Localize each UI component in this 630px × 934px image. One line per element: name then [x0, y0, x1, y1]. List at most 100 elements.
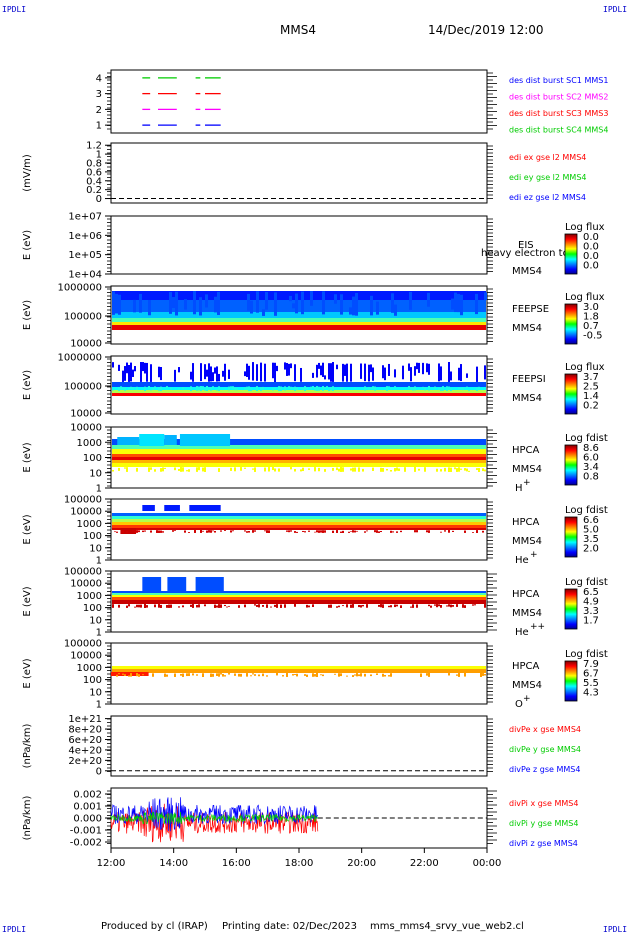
spectrogram-pixel: [414, 366, 416, 376]
spectrogram-pixel: [284, 386, 286, 391]
spectrogram-pixel: [414, 530, 416, 533]
spectrogram-pixel: [244, 371, 246, 377]
spectrogram-pixel: [474, 604, 476, 606]
spectrogram-pixel: [130, 362, 132, 382]
spectrogram-pixel: [202, 386, 204, 390]
y-tick-label: 100000: [64, 495, 102, 506]
spectrogram-pixel: [444, 530, 446, 532]
spectrogram-pixel: [436, 468, 438, 472]
spectrogram-pixel: [424, 387, 426, 391]
spacecraft-label: MMS4: [512, 680, 542, 691]
spectrogram-pixel: [380, 604, 382, 608]
colorbar-tick-label: 3.3: [583, 606, 599, 617]
y-tick-label: 100000: [64, 312, 102, 323]
spectrogram-pixel: [292, 387, 294, 389]
spectrogram-pixel: [322, 530, 324, 533]
spectrogram-pixel: [310, 386, 312, 390]
colorbar-tick-label: 2.5: [583, 382, 599, 393]
spectrogram-pixel: [240, 467, 242, 471]
spectrogram-pixel: [391, 293, 394, 313]
side-ticks: [107, 288, 493, 342]
spectrogram-pixel: [193, 291, 196, 315]
colorbar-title: Log flux: [565, 292, 605, 303]
spectrogram-pixel: [484, 604, 486, 608]
y-tick-label: 1000: [77, 663, 102, 674]
spectrogram-pixel: [264, 363, 266, 382]
spectrogram-pixel: [312, 673, 314, 677]
colorbar-title: Log fdist: [565, 433, 608, 444]
instrument-label: HPCA: [512, 589, 540, 600]
spectrogram-pixel: [332, 530, 334, 533]
spectrogram-pixel: [115, 293, 118, 314]
spectrogram-pixel: [390, 673, 392, 677]
spectrogram-pixel: [468, 470, 470, 472]
spectrogram-pixel: [262, 386, 264, 390]
spectrogram-pixel: [192, 363, 194, 382]
spectrogram-pixel: [349, 307, 352, 315]
spectrogram-pixel: [384, 367, 386, 381]
spectrogram-pixel: [370, 295, 373, 316]
spectrogram-pixel: [274, 604, 276, 607]
spectrogram-pixel: [158, 604, 160, 608]
spectrogram-pixel: [208, 363, 210, 382]
spectrogram-pixel: [250, 675, 252, 677]
spectrogram-pixel: [466, 373, 468, 378]
spectrogram-pixel: [238, 673, 240, 677]
spectrogram-pixel: [448, 673, 450, 676]
spectrogram-pixel: [440, 604, 442, 608]
instrument-label: FEEPSI: [512, 374, 546, 385]
spectrogram-pixel: [220, 604, 222, 608]
spectrogram-pixel: [354, 387, 356, 389]
spectrogram-pixel: [342, 530, 344, 533]
spectrogram-pixel: [256, 604, 258, 607]
spectrogram-pixel: [460, 388, 462, 390]
spectrogram-pixel: [296, 531, 298, 533]
spectrogram-pixel: [362, 468, 364, 472]
spectrogram-pixel: [346, 363, 348, 382]
spectrogram-pixel: [124, 674, 126, 677]
y-tick-label: 100: [83, 531, 102, 542]
spacecraft-label: MMS4: [512, 266, 542, 277]
spectrogram-pixel: [250, 300, 253, 314]
colorbar-tick-label: 5.0: [583, 525, 599, 536]
spectrogram-pixel: [246, 386, 248, 391]
spectrogram-pixel: [196, 386, 198, 391]
spectrogram-pixel: [290, 386, 292, 390]
spectrogram-pixel: [128, 675, 130, 677]
spectrogram-pixel: [388, 363, 390, 376]
y-tick-label: 100000: [64, 567, 102, 578]
spectrogram-pixel: [328, 363, 330, 380]
spectrogram-pixel: [200, 386, 202, 391]
spectrogram-pixel: [462, 387, 464, 391]
colorbar: [564, 373, 578, 415]
spectrogram-pixel: [342, 387, 344, 389]
colorbar-tick-label: 0.8: [583, 472, 599, 483]
spectrogram-pixel: [324, 469, 326, 472]
legend-entry: edi ex gse l2 MMS4: [509, 153, 586, 162]
spectrogram-pixel: [224, 363, 226, 381]
spacecraft-label: MMS4: [512, 608, 542, 619]
y-tick-label: 6e+20: [68, 735, 102, 746]
spectrogram-pixel: [144, 530, 146, 532]
spectrogram-pixel: [190, 604, 192, 607]
spectrogram-pixel: [274, 362, 276, 382]
spectrogram-pixel: [170, 604, 172, 608]
panel-frame: [110, 642, 488, 705]
spectrogram-band: [112, 322, 486, 325]
colorbar-tick-label: 5.5: [583, 678, 599, 689]
spectrogram-pixel: [408, 363, 410, 371]
spectrogram-pixel: [292, 303, 295, 309]
spectrogram-pixel: [332, 386, 334, 391]
spectrogram-pixel: [224, 675, 226, 677]
spectrogram-pixel: [438, 387, 440, 391]
y-tick-label: 1000: [77, 591, 102, 602]
colorbar-tick-label: -0.5: [583, 331, 603, 342]
spectrogram-pixel: [400, 605, 402, 608]
spacecraft-label: MMS4: [512, 393, 542, 404]
spectrogram-pixel: [272, 362, 274, 379]
spectrogram-pixel: [472, 532, 474, 533]
spectrogram-pixel: [152, 388, 154, 390]
spectrogram-pixel: [118, 467, 120, 471]
